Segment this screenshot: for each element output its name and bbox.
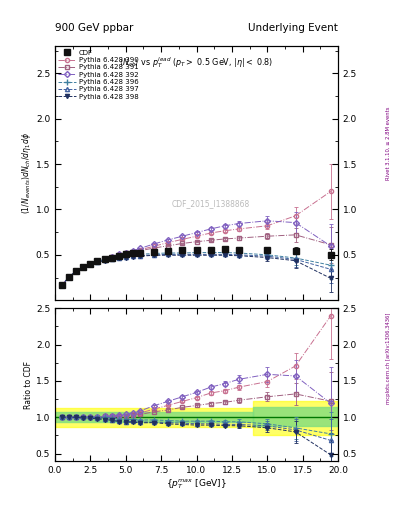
X-axis label: $\{p_T^{max}$ [GeV]$\}$: $\{p_T^{max}$ [GeV]$\}$ <box>166 477 227 491</box>
Text: $\langle N_{ch}\rangle$ vs $p_T^{lead}$ ($p_T >$ 0.5 GeV, $|\eta| <$ 0.8): $\langle N_{ch}\rangle$ vs $p_T^{lead}$ … <box>119 55 274 70</box>
Y-axis label: $(1/N_{events}) dN_{ch}/d\eta_1 d\phi$: $(1/N_{events}) dN_{ch}/d\eta_1 d\phi$ <box>20 132 33 214</box>
Text: 900 GeV ppbar: 900 GeV ppbar <box>55 23 133 33</box>
Y-axis label: Ratio to CDF: Ratio to CDF <box>24 360 33 409</box>
Text: Underlying Event: Underlying Event <box>248 23 338 33</box>
Text: Rivet 3.1.10, ≥ 2.8M events: Rivet 3.1.10, ≥ 2.8M events <box>386 106 391 180</box>
Legend: CDF, Pythia 6.428 390, Pythia 6.428 391, Pythia 6.428 392, Pythia 6.428 396, Pyt: CDF, Pythia 6.428 390, Pythia 6.428 391,… <box>57 48 140 101</box>
Text: mcplots.cern.ch [arXiv:1306.3436]: mcplots.cern.ch [arXiv:1306.3436] <box>386 313 391 404</box>
Text: CDF_2015_I1388868: CDF_2015_I1388868 <box>171 199 250 208</box>
